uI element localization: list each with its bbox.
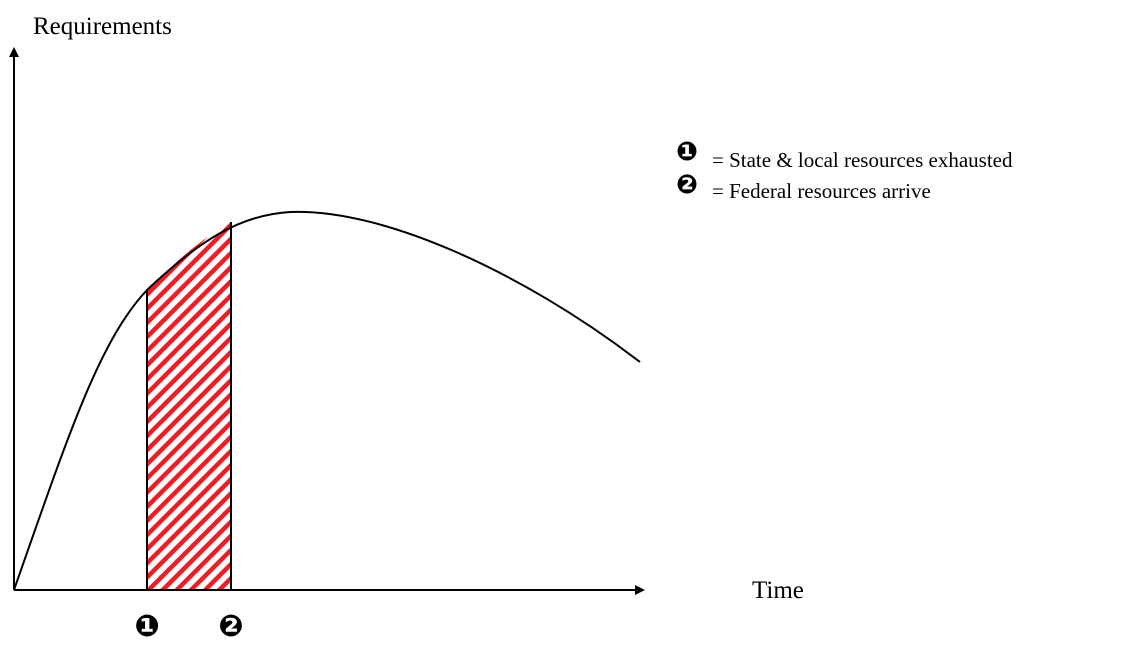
resource-gap-region (147, 222, 231, 590)
legend: ❶ = State & local resources exhausted ❷ … (676, 137, 1013, 203)
requirements-curve (13, 210, 641, 591)
legend-symbol-1: ❶ (676, 137, 698, 167)
legend-text-1: = State & local resources exhausted (712, 148, 1013, 172)
legend-text-2: = Federal resources arrive (712, 179, 931, 203)
marker-1-symbol: ❶ (134, 609, 159, 644)
y-axis-label: Requirements (33, 13, 172, 40)
marker-2-symbol: ❷ (218, 609, 243, 644)
x-axis-label: Time (752, 577, 804, 604)
legend-symbol-2: ❷ (676, 170, 698, 200)
